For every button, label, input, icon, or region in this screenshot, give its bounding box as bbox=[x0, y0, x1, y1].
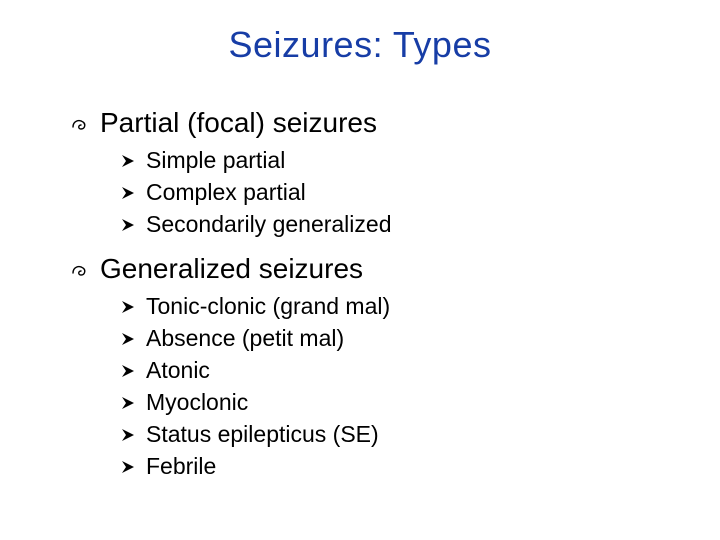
arrow-bullet-icon bbox=[120, 291, 146, 321]
list-item: Secondarily generalized bbox=[120, 209, 392, 239]
sublist: Simple partial Complex partial Secondari… bbox=[120, 145, 392, 239]
slide-body: Partial (focal) seizures Simple partial … bbox=[70, 105, 392, 493]
level1-label: Generalized seizures bbox=[100, 251, 363, 287]
list-item: Status epilepticus (SE) bbox=[120, 419, 392, 449]
level1-label: Partial (focal) seizures bbox=[100, 105, 377, 141]
list-item: Generalized seizures bbox=[70, 251, 392, 287]
level2-label: Simple partial bbox=[146, 145, 285, 175]
list-item: Partial (focal) seizures bbox=[70, 105, 392, 141]
level2-label: Absence (petit mal) bbox=[146, 323, 344, 353]
list-item: Febrile bbox=[120, 451, 392, 481]
level2-label: Myoclonic bbox=[146, 387, 248, 417]
slide-title: Seizures: Types bbox=[0, 0, 720, 66]
sublist: Tonic-clonic (grand mal) Absence (petit … bbox=[120, 291, 392, 481]
level2-label: Status epilepticus (SE) bbox=[146, 419, 379, 449]
arrow-bullet-icon bbox=[120, 419, 146, 449]
list-item: Absence (petit mal) bbox=[120, 323, 392, 353]
list-item: Myoclonic bbox=[120, 387, 392, 417]
arrow-bullet-icon bbox=[120, 387, 146, 417]
slide: Seizures: Types Partial (focal) seizures… bbox=[0, 0, 720, 540]
list-item: Complex partial bbox=[120, 177, 392, 207]
arrow-bullet-icon bbox=[120, 451, 146, 481]
level2-label: Tonic-clonic (grand mal) bbox=[146, 291, 390, 321]
bullet-curly-icon bbox=[70, 251, 100, 287]
bullet-curly-icon bbox=[70, 105, 100, 141]
arrow-bullet-icon bbox=[120, 355, 146, 385]
list-item: Tonic-clonic (grand mal) bbox=[120, 291, 392, 321]
list-item: Atonic bbox=[120, 355, 392, 385]
level2-label: Secondarily generalized bbox=[146, 209, 392, 239]
list-item: Simple partial bbox=[120, 145, 392, 175]
arrow-bullet-icon bbox=[120, 177, 146, 207]
arrow-bullet-icon bbox=[120, 209, 146, 239]
arrow-bullet-icon bbox=[120, 145, 146, 175]
level2-label: Complex partial bbox=[146, 177, 306, 207]
arrow-bullet-icon bbox=[120, 323, 146, 353]
level2-label: Atonic bbox=[146, 355, 210, 385]
level2-label: Febrile bbox=[146, 451, 216, 481]
